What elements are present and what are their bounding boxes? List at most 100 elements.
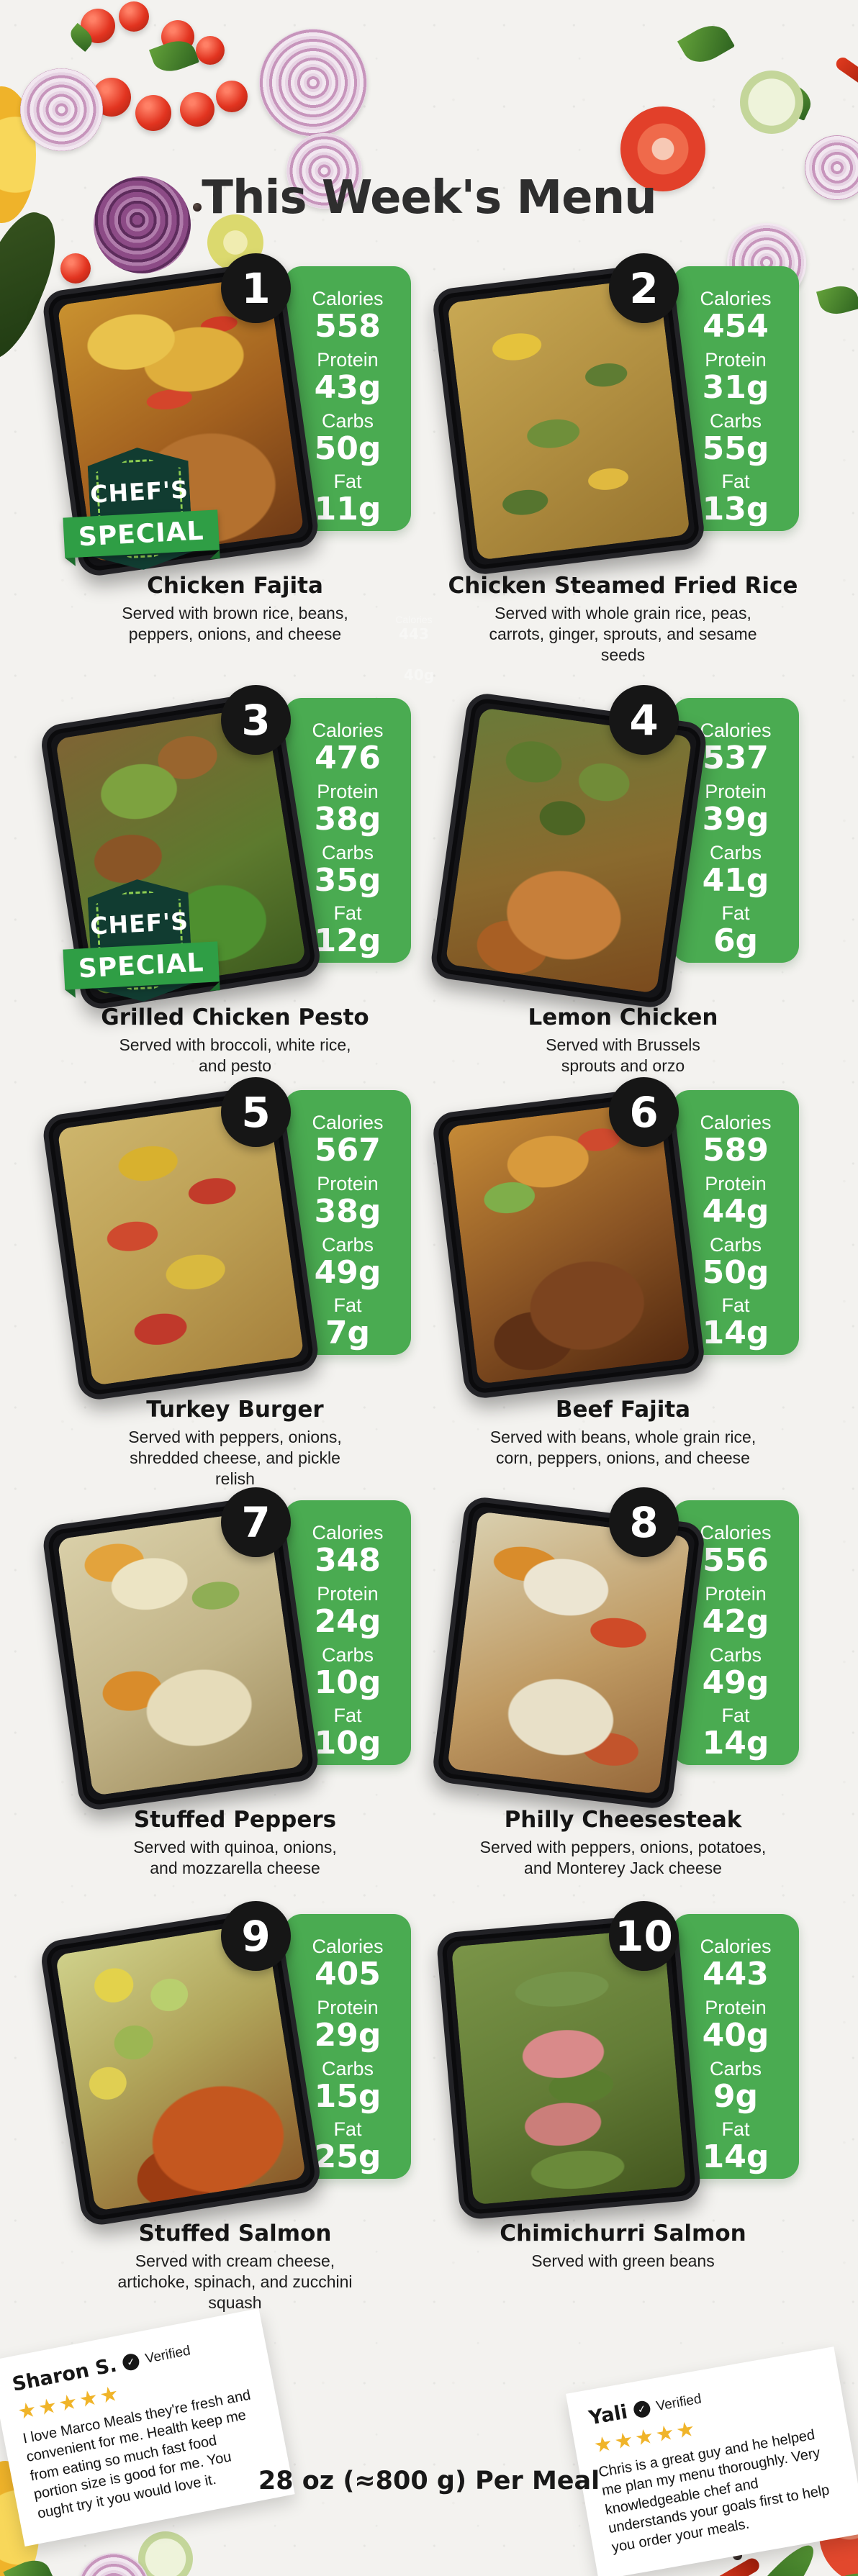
ghost-watermark: 40g	[403, 666, 435, 684]
meal-card: Calories 567 Protein 38g Carbs 49g Fat 7…	[40, 1076, 423, 1490]
fat-label: Fat	[721, 1294, 750, 1317]
meal-name: Turkey Burger	[146, 1397, 324, 1423]
meal-number-badge: 6	[609, 1077, 679, 1147]
meal-card: Calories 556 Protein 42g Carbs 49g Fat 1…	[430, 1486, 811, 1879]
decor-tomato	[135, 95, 171, 131]
calories-label: Calories	[312, 1112, 384, 1133]
nutrition-panel: Calories 405 Protein 29g Carbs 15g Fat 2…	[284, 1914, 411, 2179]
fat-label: Fat	[721, 902, 750, 925]
meal-name: Chimichurri Salmon	[500, 2221, 746, 2246]
chef-badge-text: CHEF'S	[89, 907, 189, 940]
portion-note: 28 oz (≈800 g) Per Meal	[258, 2467, 600, 2495]
protein-value: 38g	[314, 800, 381, 838]
page-title: This Week's Menu	[202, 171, 656, 225]
meal-card: Calories 476 Protein 38g Carbs 35g Fat 1…	[38, 684, 423, 1076]
meal-name: Chicken Fajita	[147, 573, 323, 599]
fat-label: Fat	[333, 902, 362, 925]
decor-onion-slice	[286, 133, 362, 209]
meal-card: Calories 537 Protein 39g Carbs 41g Fat 6…	[428, 684, 811, 1076]
fat-value: 11g	[314, 491, 381, 528]
calories-label: Calories	[700, 1522, 772, 1543]
decor-tomato	[119, 1, 149, 32]
fat-value: 12g	[314, 922, 381, 960]
verified-label: Verified	[144, 2342, 192, 2367]
meal-description: Served with brown rice, beans, peppers, …	[122, 604, 348, 644]
calories-value: 443	[703, 1956, 769, 1992]
meal-description: Served with quinoa, onions, and mozzarel…	[133, 1838, 337, 1878]
meal-card: Calories 454 Protein 31g Carbs 55g Fat 1…	[430, 252, 811, 666]
chef-badge-text: CHEF'S	[89, 475, 189, 509]
meal-name: Philly Cheesesteak	[504, 1807, 742, 1833]
carbs-label: Carbs	[321, 841, 374, 863]
protein-label: Protein	[705, 1996, 767, 2018]
carbs-value: 35g	[314, 861, 381, 899]
fat-label: Fat	[333, 1294, 362, 1317]
meal-card: Calories 348 Protein 24g Carbs 10g Fat 1…	[40, 1486, 423, 1879]
meal-number-badge: 7	[221, 1487, 291, 1557]
testimonial-card: Yali ✓ Verified ★★★★★ Chris is a great g…	[566, 2346, 858, 2576]
meal-number-badge: 4	[609, 685, 679, 755]
decor-onion-ring	[805, 135, 858, 200]
decor-chili	[834, 55, 858, 91]
calories-value: 348	[315, 1542, 381, 1579]
carbs-value: 49g	[314, 1253, 381, 1291]
carbs-label: Carbs	[321, 2057, 374, 2080]
carbs-label: Carbs	[709, 841, 762, 863]
calories-label: Calories	[312, 288, 384, 309]
carbs-label: Carbs	[709, 1233, 762, 1256]
protein-value: 24g	[314, 1602, 381, 1640]
meal-name: Beef Fajita	[555, 1397, 691, 1423]
meal-description: Served with broccoli, white rice, and pe…	[119, 1035, 351, 1076]
carbs-value: 50g	[314, 430, 381, 467]
meal-name: Grilled Chicken Pesto	[101, 1004, 369, 1030]
calories-label: Calories	[700, 1936, 772, 1957]
meal-card: Calories 443 Protein 40g Carbs 9g Fat 14…	[435, 1900, 811, 2314]
carbs-label: Carbs	[709, 2057, 762, 2080]
meal-number-badge: 3	[221, 685, 291, 755]
meal-name: Stuffed Peppers	[133, 1807, 337, 1833]
decor-tomato	[196, 36, 225, 65]
chef-badge-ribbon: SPECIAL	[63, 941, 220, 990]
carbs-value: 50g	[702, 1253, 769, 1291]
calories-value: 476	[315, 740, 381, 776]
protein-value: 31g	[702, 368, 769, 406]
calories-label: Calories	[700, 288, 772, 309]
meal-number-badge: 1	[221, 253, 291, 323]
protein-value: 38g	[314, 1192, 381, 1230]
reviewer-name: Yali	[587, 2400, 630, 2430]
meal-card: Calories 405 Protein 29g Carbs 15g Fat 2…	[38, 1900, 423, 2314]
decor-onion-slice	[20, 68, 103, 151]
meal-number-badge: 9	[221, 1901, 291, 1971]
carbs-label: Carbs	[709, 409, 762, 432]
calories-label: Calories	[312, 1522, 384, 1543]
protein-label: Protein	[705, 348, 767, 371]
fat-value: 10g	[314, 1725, 381, 1762]
meal-name: Stuffed Salmon	[138, 2221, 332, 2246]
protein-label: Protein	[317, 1172, 379, 1194]
decor-onion-slice	[259, 29, 367, 137]
meal-description: Served with peppers, onions, potatoes, a…	[479, 1838, 767, 1878]
decor-tomato	[216, 81, 248, 112]
decor-parsley	[677, 17, 736, 71]
decor-tomato	[180, 92, 214, 127]
protein-label: Protein	[317, 780, 379, 802]
carbs-label: Carbs	[321, 1233, 374, 1256]
meal-card: Calories 558 Protein 43g Carbs 50g Fat 1…	[40, 252, 423, 666]
protein-label: Protein	[317, 1996, 379, 2018]
meal-description: Served with whole grain rice, peas, carr…	[489, 604, 757, 665]
meal-description: Served with Brussels sprouts and orzo	[546, 1035, 700, 1076]
fat-label: Fat	[721, 2118, 750, 2141]
calories-label: Calories	[700, 720, 772, 741]
verified-check-icon: ✓	[121, 2352, 141, 2372]
carbs-label: Carbs	[709, 1643, 762, 1666]
protein-value: 40g	[702, 2016, 769, 2054]
decor-peppercorn	[213, 191, 220, 199]
calories-value: 454	[703, 308, 769, 345]
fat-label: Fat	[721, 1705, 750, 1727]
protein-value: 44g	[702, 1192, 769, 1230]
decor-parsley	[816, 281, 858, 319]
decor-red-cabbage	[94, 176, 191, 273]
calories-label: Calories	[700, 1112, 772, 1133]
carbs-label: Carbs	[321, 409, 374, 432]
meal-name: Lemon Chicken	[528, 1004, 718, 1030]
